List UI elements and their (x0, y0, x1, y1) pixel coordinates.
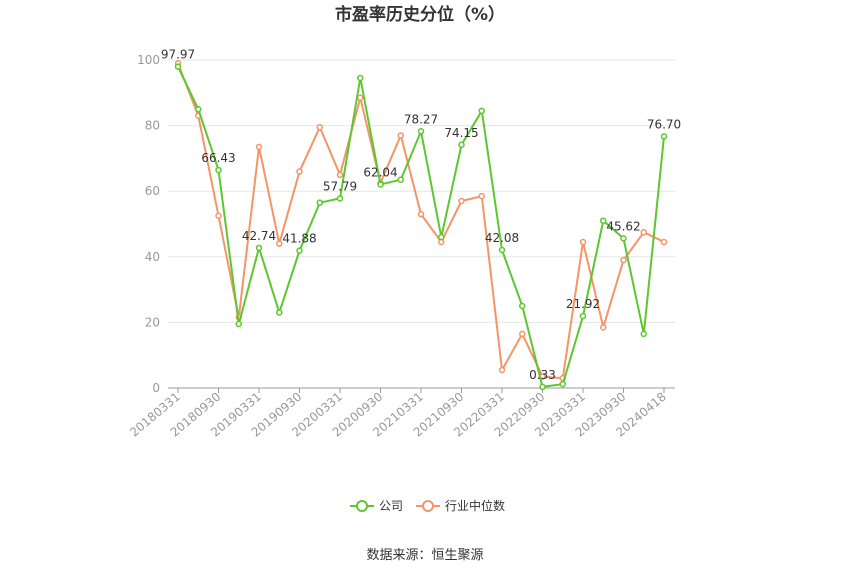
data-label: 41.88 (282, 232, 316, 246)
y-axis: 0 20 40 60 80 100 (137, 53, 160, 395)
data-point (255, 143, 263, 151)
data-point (397, 132, 404, 139)
data-point (215, 166, 222, 174)
data-point (316, 123, 323, 131)
data-point (438, 233, 445, 241)
series-industry-median (174, 60, 668, 382)
legend-label: 公司 (379, 499, 403, 513)
data-point (640, 228, 647, 236)
data-point (195, 105, 202, 113)
data-point (336, 195, 344, 202)
source-note: 数据来源：恒生聚源 (366, 548, 483, 563)
data-point (478, 107, 485, 115)
data-point (276, 309, 283, 316)
legend-label: 行业中位数 (445, 498, 505, 513)
legend-item-industry-median: 行业中位数 (416, 498, 505, 513)
data-point (579, 312, 587, 320)
y-tick-label: 60 (145, 184, 160, 198)
data-label: 42.08 (485, 231, 519, 245)
data-point (559, 380, 566, 388)
data-label: 62.04 (363, 166, 397, 180)
data-label: 74.15 (444, 126, 478, 140)
legend-swatch-marker (422, 500, 434, 512)
data-point (620, 235, 627, 242)
data-point (620, 256, 627, 264)
data-point (357, 74, 364, 82)
legend-item-company: 公司 (350, 499, 403, 513)
data-label: 76.70 (647, 117, 681, 131)
data-label: 21.92 (566, 297, 600, 311)
data-point (519, 330, 526, 338)
data-point (417, 210, 425, 218)
series-line (177, 62, 665, 380)
x-axis: 2018033120180930201903312019093020200331… (127, 387, 675, 440)
data-point (478, 192, 485, 200)
y-tick-label: 20 (145, 315, 160, 329)
y-tick-label: 40 (145, 250, 160, 264)
data-point (579, 238, 587, 246)
series-layer (174, 60, 668, 391)
legend-swatch-marker (356, 500, 368, 512)
chart-title: 市盈率历史分位（%） (335, 4, 505, 25)
data-point (600, 324, 607, 331)
data-point (296, 168, 303, 175)
data-point (660, 238, 668, 246)
data-point (600, 217, 607, 224)
data-point (498, 246, 506, 254)
data-point (377, 181, 384, 188)
data-point (519, 302, 526, 310)
data-point (397, 176, 404, 183)
data-label: 66.43 (201, 151, 235, 165)
data-label: 0.33 (529, 368, 556, 382)
data-point (498, 366, 506, 374)
data-point (660, 133, 668, 140)
legend: 公司 行业中位数 (350, 498, 505, 513)
data-point (235, 320, 242, 328)
y-tick-label: 0 (152, 381, 160, 395)
series-company (174, 63, 668, 391)
data-point (640, 330, 647, 338)
y-tick-label: 80 (145, 119, 160, 133)
data-point (458, 197, 465, 205)
data-label: 78.27 (404, 112, 438, 126)
data-point (539, 383, 546, 391)
y-tick-label: 100 (137, 53, 160, 67)
data-point (296, 247, 303, 254)
data-point (336, 171, 344, 179)
data-label: 45.62 (606, 219, 640, 233)
data-point (215, 212, 222, 220)
data-point (255, 244, 263, 252)
grid (168, 59, 675, 389)
data-point (316, 199, 323, 206)
data-label: 42.74 (242, 229, 276, 243)
data-label: 57.79 (323, 179, 357, 193)
data-point (276, 240, 283, 247)
data-labels: 97.97 66.43 42.74 41.88 57.79 62.04 78.27 74.15… (161, 48, 681, 382)
data-label: 97.97 (161, 48, 195, 62)
data-point (174, 63, 182, 70)
data-point (357, 94, 364, 101)
data-point (417, 128, 425, 135)
data-point (458, 141, 465, 149)
